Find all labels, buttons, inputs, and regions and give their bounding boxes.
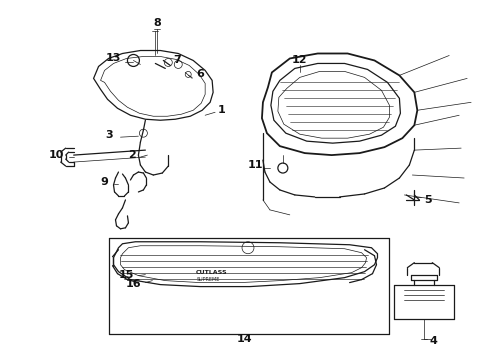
- Text: 10: 10: [49, 150, 64, 160]
- Text: 15: 15: [119, 270, 134, 280]
- Text: 2: 2: [128, 150, 136, 160]
- Text: CUTLASS: CUTLASS: [196, 270, 228, 275]
- Text: 3: 3: [105, 130, 113, 140]
- Text: 12: 12: [292, 55, 307, 66]
- Text: 11: 11: [248, 160, 264, 170]
- Text: 4: 4: [429, 336, 437, 346]
- Text: 14: 14: [237, 334, 253, 345]
- Text: 16: 16: [125, 279, 141, 289]
- Text: 1: 1: [218, 105, 226, 115]
- Text: 7: 7: [173, 55, 181, 66]
- Text: 9: 9: [100, 177, 108, 187]
- Text: SUPREME: SUPREME: [196, 277, 220, 282]
- Text: 13: 13: [105, 54, 121, 63]
- Text: 8: 8: [153, 18, 161, 28]
- Text: 5: 5: [424, 195, 432, 205]
- Text: 6: 6: [196, 69, 204, 80]
